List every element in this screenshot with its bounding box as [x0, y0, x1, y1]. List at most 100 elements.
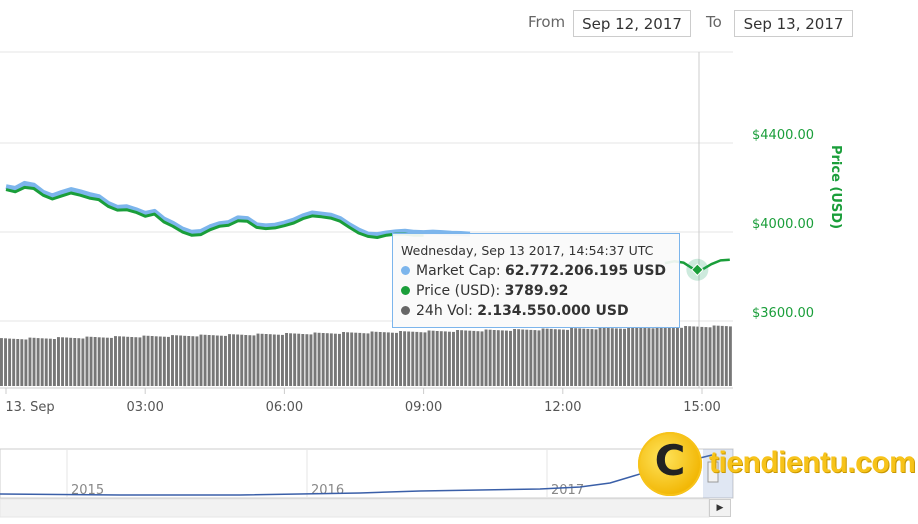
x-tick-label: 12:00	[544, 400, 581, 415]
volume-bar	[256, 333, 260, 386]
navigator-scroll-right-button[interactable]: ▶	[709, 499, 731, 517]
volume-bar	[566, 329, 569, 386]
volume-bar	[488, 329, 492, 386]
volume-bar	[659, 326, 663, 386]
volume-bar	[411, 331, 415, 386]
volume-bar	[150, 336, 154, 386]
volume-bar	[297, 333, 301, 386]
volume-bar	[126, 336, 130, 386]
y-axis-title: Price (USD)	[828, 145, 843, 229]
volume-bar	[81, 338, 85, 386]
volume-bar	[280, 334, 284, 386]
volume-bar	[317, 332, 321, 386]
volume-bar	[240, 334, 244, 386]
volume-bar	[529, 329, 533, 386]
volume-bar	[276, 334, 280, 386]
volume-bar	[232, 334, 236, 386]
volume-bar	[146, 335, 150, 386]
tooltip: Wednesday, Sep 13 2017, 14:54:37 UTC Mar…	[392, 233, 680, 328]
volume-bar	[118, 336, 122, 386]
volume-bar	[321, 333, 325, 386]
volume-bar	[0, 338, 3, 386]
volume-bar	[468, 330, 472, 386]
navigator-tick-label: 2017	[551, 483, 584, 498]
volume-bar	[623, 328, 626, 386]
volume-bar	[289, 333, 293, 386]
volume-bar	[223, 335, 227, 386]
volume-bar	[720, 325, 724, 386]
volume-bar	[610, 328, 614, 386]
volume-bar	[724, 326, 728, 386]
navigator-scrollbar-track	[0, 498, 710, 518]
volume-bar	[374, 331, 378, 386]
volume-bar	[248, 335, 252, 386]
volume-bar	[305, 334, 309, 386]
volume-bar	[403, 331, 407, 387]
volume-bar	[362, 333, 366, 386]
volume-bar	[680, 327, 683, 386]
volume-bar	[728, 326, 732, 386]
navigator-tick-label: 2016	[311, 483, 344, 498]
volume-bar	[704, 327, 708, 386]
volume-bar	[309, 334, 313, 386]
volume-bar	[268, 334, 272, 386]
volume-bar	[533, 330, 537, 386]
volume-bar	[504, 330, 508, 386]
volume-bar	[395, 332, 398, 386]
volume-bar	[342, 332, 345, 386]
volume-bar	[431, 330, 435, 386]
volume-bar	[407, 331, 411, 386]
volume-bar	[627, 327, 631, 386]
volume-bar	[443, 331, 447, 386]
volume-bar	[390, 332, 394, 386]
volume-bar	[175, 335, 179, 386]
volume-bar	[122, 336, 126, 386]
volume-bar	[333, 333, 337, 386]
volume-bar	[692, 326, 696, 386]
x-tick-label: 15:00	[683, 400, 720, 415]
volume-bar	[647, 328, 651, 386]
volume-bar	[8, 338, 12, 386]
volume-bar	[606, 327, 610, 386]
volume-bar	[663, 326, 667, 386]
volume-bar	[24, 339, 28, 386]
volume-bar	[598, 327, 602, 386]
volume-bar	[109, 337, 113, 386]
volume-bar	[594, 329, 598, 386]
volume-bar	[358, 332, 362, 386]
watermark-text: tiendientu.com	[709, 446, 916, 479]
volume-bar	[4, 338, 7, 386]
y-tick-label: $4000.00	[752, 217, 814, 232]
volume-bar	[590, 329, 594, 386]
y-tick-label: $4400.00	[752, 128, 814, 143]
volume-bar	[545, 328, 549, 386]
volume-bar	[44, 338, 48, 386]
volume-bar	[447, 331, 451, 386]
volume-bar	[574, 328, 578, 386]
x-tick-label: 09:00	[405, 400, 442, 415]
volume-bar	[179, 335, 183, 386]
volume-bar	[73, 338, 77, 386]
volume-bar	[313, 332, 317, 386]
volume-bar	[415, 331, 419, 386]
volume-bar	[513, 329, 517, 386]
to-date-input[interactable]: Sep 13, 2017	[734, 10, 853, 37]
volume-bar	[199, 334, 203, 386]
volume-bar	[452, 331, 455, 386]
volume-bar	[561, 329, 565, 386]
from-label: From	[528, 13, 566, 31]
volume-bar	[207, 335, 211, 386]
tooltip-value: 3789.92	[504, 283, 569, 299]
from-date-input[interactable]: Sep 12, 2017	[573, 10, 691, 37]
volume-bar	[700, 326, 704, 386]
x-tick-label: 13. Sep	[5, 400, 54, 415]
volume-bar	[688, 326, 692, 386]
volume-bar	[476, 331, 480, 386]
coin-icon: C	[638, 432, 702, 496]
volume-bar	[260, 333, 264, 386]
tooltip-label: Price (USD):	[416, 283, 501, 299]
volume-bar	[301, 334, 305, 386]
volume-bar	[272, 334, 276, 386]
volume-bar	[61, 337, 65, 386]
